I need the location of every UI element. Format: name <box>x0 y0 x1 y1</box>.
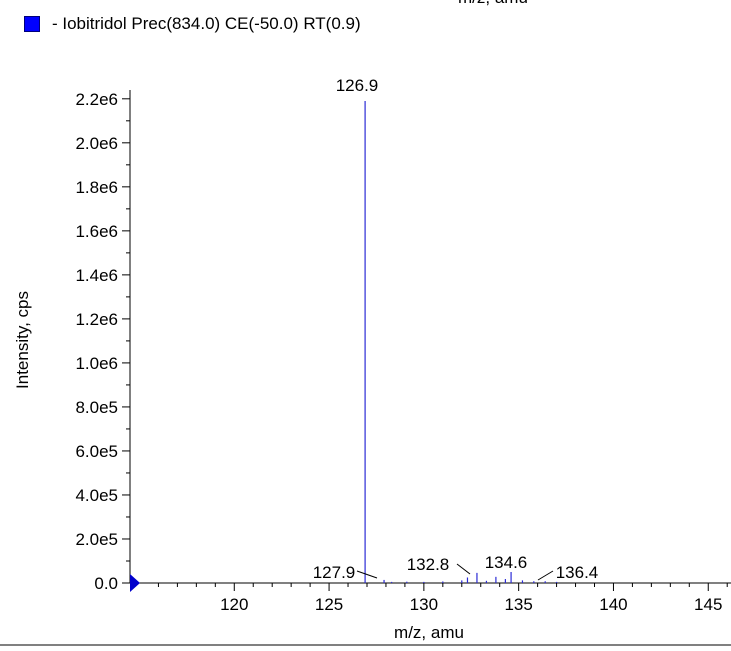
peak-label-leader <box>356 570 378 579</box>
x-tick-label: 145 <box>694 595 722 614</box>
peak-label-leader <box>537 570 554 581</box>
peak-label-leader <box>456 563 471 575</box>
y-tick-label: 1.0e6 <box>75 354 118 373</box>
y-axis-title: Intensity, cps <box>13 291 32 389</box>
x-tick-label: 125 <box>315 595 343 614</box>
y-tick-label: 0.0 <box>94 574 118 593</box>
peak-labels: 126.9 127.9 132.8 134.6 136.4 <box>313 76 599 582</box>
y-tick-label: 2.0e6 <box>75 134 118 153</box>
axes <box>0 90 731 646</box>
legend-label: - Iobitridol Prec(834.0) CE(-50.0) RT(0.… <box>52 14 361 33</box>
y-tick-label: 2.0e5 <box>75 530 118 549</box>
ticks: 120 125 130 135 140 145 0.0 2.0e5 4.0e5 6.0e5 8.0e… <box>75 90 728 614</box>
peaks <box>364 101 558 583</box>
legend-swatch <box>24 16 40 32</box>
peak-label: 127.9 <box>313 563 356 582</box>
peak-label: 126.9 <box>336 76 379 95</box>
x-axis-title: m/z, amu <box>394 623 464 642</box>
x-tick-label: 140 <box>599 595 627 614</box>
y-tick-label: 1.2e6 <box>75 310 118 329</box>
y-tick-label: 1.8e6 <box>75 178 118 197</box>
y-tick-label: 6.0e5 <box>75 442 118 461</box>
y-tick-label: 1.4e6 <box>75 266 118 285</box>
y-tick-label: 8.0e5 <box>75 398 118 417</box>
x-tick-label: 135 <box>504 595 532 614</box>
x-tick-label: 130 <box>410 595 438 614</box>
y-tick-label: 4.0e5 <box>75 486 118 505</box>
y-tick-label: 2.2e6 <box>75 90 118 109</box>
peak-label: 132.8 <box>407 555 450 574</box>
top-cut-axis-label: m/z, amu <box>458 0 528 8</box>
peak-label: 136.4 <box>556 563 599 582</box>
peak-label: 134.6 <box>485 553 528 572</box>
legend: - Iobitridol Prec(834.0) CE(-50.0) RT(0.… <box>24 12 361 36</box>
origin-marker-icon <box>130 574 140 592</box>
x-tick-label: 120 <box>220 595 248 614</box>
y-tick-label: 1.6e6 <box>75 222 118 241</box>
